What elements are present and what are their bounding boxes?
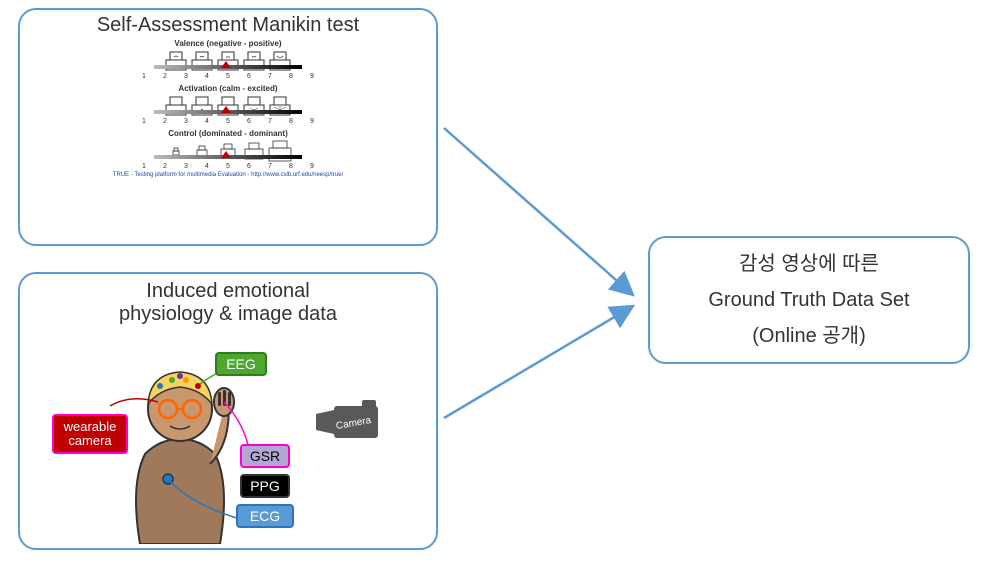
sam-axis: 1 2 3 4 5 6 7 8 9	[60, 73, 396, 80]
sam-marker-icon	[221, 106, 231, 113]
sam-scale-label: Valence (negative - positive)	[60, 39, 396, 48]
ecg-tag: ECG	[236, 504, 294, 528]
gsr-label: GSR	[250, 448, 280, 464]
gsr-tag: GSR	[240, 444, 290, 468]
sam-axis: 1 2 3 4 5 6 7 8 9	[60, 163, 396, 170]
arrow-bottom-icon	[438, 300, 648, 430]
camera-icon: Camera	[308, 392, 388, 452]
sam-footer: TRUE - Testing platform for multimedia E…	[60, 172, 396, 178]
result-line2: Ground Truth Data Set	[708, 282, 909, 318]
eeg-tag: EEG	[215, 352, 267, 376]
ppg-label: PPG	[250, 478, 280, 494]
physio-title-line2: physiology & image data	[20, 303, 436, 326]
eeg-label: EEG	[226, 356, 256, 372]
sam-marker-icon	[221, 151, 231, 158]
wearable-label-2: camera	[68, 434, 111, 448]
ecg-label: ECG	[250, 508, 280, 524]
result-line1: 감성 영상에 따른	[708, 246, 909, 282]
physio-panel: Induced emotional physiology & image dat…	[18, 272, 438, 550]
wearable-label-1: wearable	[64, 420, 117, 434]
sam-title: Self-Assessment Manikin test	[20, 14, 436, 37]
physio-title-line1: Induced emotional	[20, 280, 436, 303]
sam-marker-icon	[221, 61, 231, 68]
sam-scale-label: Control (dominated - dominant)	[60, 129, 396, 138]
sam-axis: 1 2 3 4 5 6 7 8 9	[60, 118, 396, 125]
ppg-tag: PPG	[240, 474, 290, 498]
arrow-top-icon	[438, 120, 648, 320]
result-line3: (Online 공개)	[708, 318, 909, 354]
sam-scale-label: Activation (calm - excited)	[60, 84, 396, 93]
result-panel: 감성 영상에 따른 Ground Truth Data Set (Online …	[648, 236, 970, 364]
wearable-camera-tag: wearable camera	[52, 414, 128, 454]
sam-panel: Self-Assessment Manikin test Valence (ne…	[18, 8, 438, 246]
